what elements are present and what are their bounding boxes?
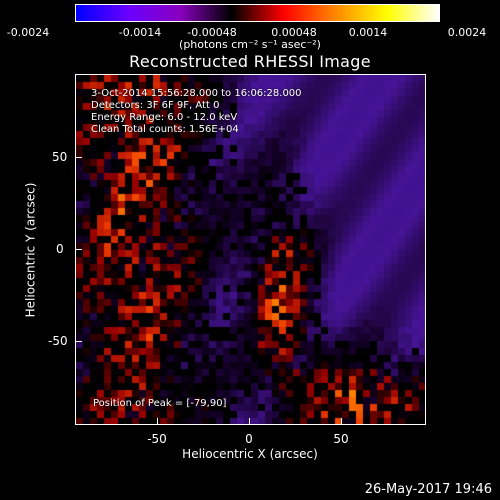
colorbar-tick: -0.00048 (187, 26, 237, 39)
x-tick-mark (157, 418, 158, 425)
x-tick-label: -50 (147, 432, 167, 446)
y-axis-label: Heliocentric Y (arcsec) (23, 182, 38, 318)
annotation-peak-position: Position of Peak = [-79,90] (93, 398, 227, 409)
colorbar-tick: 0.00048 (271, 26, 317, 39)
colorbar-tick: -0.0024 (6, 26, 50, 39)
colorbar (75, 4, 440, 22)
annotation-time-range: 3-Oct-2014 15:56:28.000 to 16:06:28.000 (91, 88, 302, 99)
y-tick-mark (75, 341, 82, 342)
x-tick-mark (249, 418, 250, 425)
colorbar-units: (photons cm⁻² s⁻¹ asec⁻²) (179, 38, 321, 51)
y-tick-mark (75, 249, 82, 250)
footer-date: 26-May-2017 19:46 (364, 482, 492, 497)
x-tick-label: 0 (245, 432, 253, 446)
colorbar-tick: -0.0014 (118, 26, 162, 39)
rhessi-image-map (76, 75, 425, 424)
annotation-energy-range: Energy Range: 6.0 - 12.0 keV (91, 112, 238, 123)
image-plot: 3-Oct-2014 15:56:28.000 to 16:06:28.000 … (75, 74, 426, 425)
y-tick-label: 0 (56, 242, 64, 256)
annotation-counts: Clean Total counts: 1.56E+04 (91, 124, 239, 135)
y-tick-label: -50 (48, 334, 68, 348)
colorbar-tick: 0.0024 (447, 26, 487, 39)
x-tick-label: 50 (333, 432, 349, 446)
x-tick-mark (341, 418, 342, 425)
image-title: Reconstructed RHESSI Image (129, 52, 371, 71)
annotation-detectors: Detectors: 3F 6F 9F, Att 0 (91, 100, 220, 111)
x-axis-label: Heliocentric X (arcsec) (182, 447, 318, 461)
colorbar-tick: 0.0014 (348, 26, 388, 39)
y-tick-label: 50 (52, 150, 68, 164)
y-tick-mark (75, 157, 82, 158)
